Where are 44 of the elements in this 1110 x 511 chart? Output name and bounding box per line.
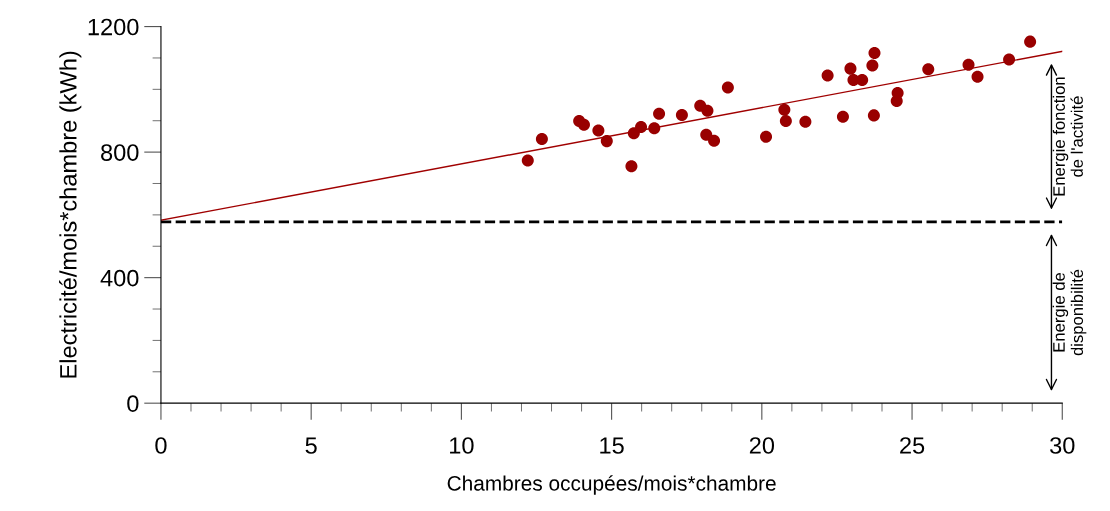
x-axis-title: Chambres occupées/mois*chambre — [447, 475, 776, 495]
point — [648, 122, 661, 135]
point — [922, 63, 935, 76]
point — [971, 70, 984, 83]
y-tick-label: 0 — [127, 395, 139, 412]
point — [721, 81, 734, 94]
x-tick-label: 0 — [155, 437, 167, 454]
annotation: Energie fonction de l'activité — [1052, 77, 1083, 196]
point — [867, 109, 880, 122]
point — [675, 109, 688, 122]
x-tick-label: 20 — [749, 437, 775, 454]
point — [868, 46, 881, 59]
point — [1003, 53, 1016, 66]
point — [1024, 35, 1037, 48]
point — [625, 160, 638, 173]
point — [635, 120, 648, 134]
y-tick-label: 800 — [101, 144, 139, 161]
point — [856, 73, 869, 86]
point — [600, 135, 613, 148]
point — [521, 154, 534, 167]
point — [708, 134, 721, 147]
x-tick-label: 10 — [450, 437, 474, 454]
annotation: Energie de disponibilité — [1052, 269, 1087, 356]
point — [535, 132, 548, 145]
point — [821, 69, 834, 82]
x-tick-label: 15 — [600, 437, 624, 454]
point — [592, 124, 605, 137]
x-tick-label: 5 — [305, 437, 317, 454]
point — [844, 62, 857, 75]
point — [701, 104, 714, 117]
point — [778, 103, 791, 116]
y-axis-title: Electricité/mois*chambre (kWh) — [59, 51, 82, 378]
y-tick-label: 1200 — [88, 18, 139, 36]
point — [760, 130, 773, 143]
point — [836, 110, 849, 123]
point — [866, 59, 879, 72]
y-tick-label: 400 — [100, 269, 139, 287]
point — [779, 115, 792, 128]
x-tick-label: 25 — [900, 437, 925, 454]
point — [962, 58, 975, 71]
point — [799, 115, 812, 128]
x-tick-label: 30 — [1050, 437, 1075, 454]
point — [577, 118, 590, 131]
point — [653, 107, 666, 120]
